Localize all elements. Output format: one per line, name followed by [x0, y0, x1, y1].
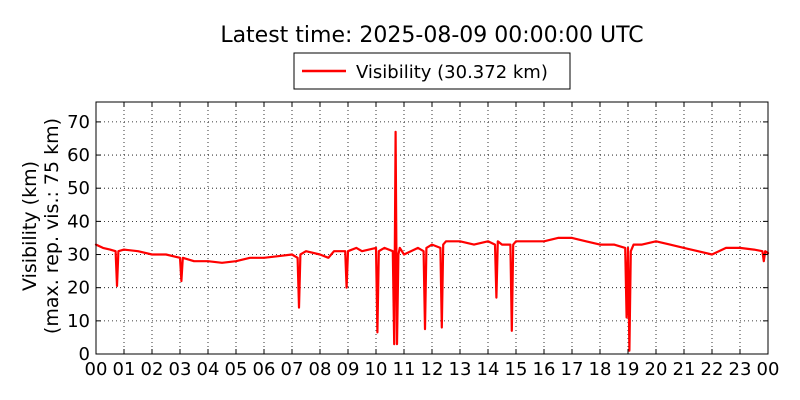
x-tick-label: 13 [449, 359, 472, 380]
y-axis-label-line2: (max. rep. vis.: 75 km) [41, 118, 63, 334]
x-tick-label: 23 [729, 359, 752, 380]
x-tick-label: 00 [85, 359, 108, 380]
x-tick-label: 04 [197, 359, 220, 380]
x-tick-label: 19 [617, 359, 640, 380]
axis-ticks: 00 01 02 03 04 05 06 07 08 09 10 11 12 13 14 15 16 17 18 19… [67, 102, 779, 380]
x-tick-label: 01 [113, 359, 136, 380]
x-tick-label: 09 [337, 359, 360, 380]
y-tick-label: 0 [79, 344, 90, 365]
x-tick-label: 05 [225, 359, 248, 380]
plot-frame [95, 101, 769, 355]
x-tick-label: 00 [757, 359, 780, 380]
y-tick-label: 50 [67, 178, 90, 199]
x-tick-label: 02 [141, 359, 164, 380]
y-tick-label: 10 [67, 311, 90, 332]
y-tick-label: 70 [67, 112, 90, 133]
legend-label: Visibility (30.372 km) [356, 62, 548, 83]
legend: Visibility (30.372 km) [293, 52, 571, 90]
x-tick-label: 03 [169, 359, 192, 380]
x-tick-label: 07 [281, 359, 304, 380]
y-tick-label: 40 [67, 211, 90, 232]
x-tick-label: 14 [477, 359, 500, 380]
series-layer [94, 130, 770, 352]
y-tick-label: 30 [67, 245, 90, 266]
y-tick-label: 20 [67, 278, 90, 299]
y-tick-label: 60 [67, 145, 90, 166]
x-tick-label: 06 [253, 359, 276, 380]
x-tick-label: 21 [673, 359, 696, 380]
x-tick-label: 08 [309, 359, 332, 380]
x-tick-label: 11 [393, 359, 416, 380]
x-tick-label: 22 [701, 359, 724, 380]
x-tick-label: 12 [421, 359, 444, 380]
x-tick-label: 20 [645, 359, 668, 380]
x-tick-label: 17 [561, 359, 584, 380]
x-tick-label: 10 [365, 359, 388, 380]
grid-lines [96, 102, 768, 354]
x-tick-label: 18 [589, 359, 612, 380]
chart-title: Latest time: 2025-08-09 00:00:00 UTC [220, 23, 643, 48]
visibility-series-line [94, 130, 770, 352]
x-tick-label: 15 [505, 359, 528, 380]
y-axis-label-line1: Visibility (km) [19, 161, 41, 291]
x-tick-label: 16 [533, 359, 556, 380]
